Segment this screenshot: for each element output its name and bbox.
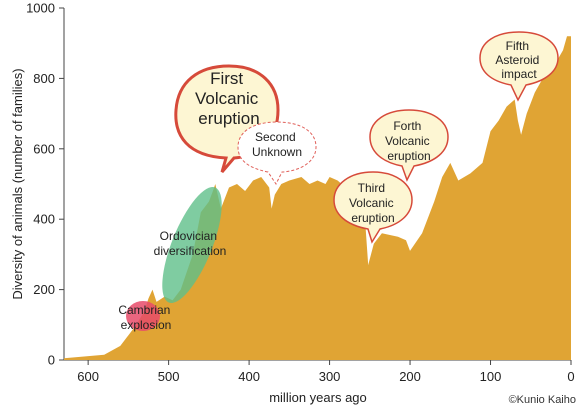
fifth-bubble-shape [479,31,559,102]
second-unknown-bubble: Second Unknown [237,121,317,185]
y-tick-label: 0 [48,353,55,368]
third-label: Third Volcanic eruption [349,181,397,225]
forth-line-2: Volcanic [385,134,430,148]
ordovician-line-1: Ordovician [160,229,217,243]
first-line-1: First [210,69,243,88]
y-tick-label: 200 [33,282,55,297]
second-label: Second Unknown [252,130,302,159]
third-bubble-shape [333,171,413,244]
credit-text: ©Kunio Kaiho [509,394,576,406]
fifth-label: Fifth Asteroid impact [495,39,542,81]
x-tick-label: 200 [399,369,421,384]
ordovician-label: Ordovician diversification [154,229,227,258]
fifth-line-1: Fifth [506,39,529,53]
forth-bubble-shape [369,109,449,182]
forth-label: Forth Volcanic eruption [385,119,433,163]
first-line-2: Volcanic [195,89,259,108]
third-line-3: eruption [351,211,394,225]
y-tick-label: 1000 [26,1,55,16]
third-line-1: Third [358,181,385,195]
ordovician-line-2: diversification [154,244,227,258]
y-tick-label: 800 [33,71,55,86]
cambrian-highlight [126,301,160,331]
fifth-asteroid-bubble: Fifth Asteroid impact [479,31,559,102]
first-line-3: eruption [198,109,259,128]
x-axis-title: million years ago [269,390,367,405]
x-tick-label: 400 [238,369,260,384]
ordovician-highlight [162,187,222,303]
y-tick-label: 400 [33,212,55,227]
cambrian-line-2: explosion [121,318,172,332]
forth-line-1: Forth [393,119,421,133]
x-tick-label: 100 [480,369,502,384]
cambrian-label: Cambrian explosion [118,303,173,332]
y-ticks: 0 200 400 600 800 1000 [26,1,64,368]
fifth-line-2: Asteroid [495,53,539,67]
x-tick-label: 500 [158,369,180,384]
y-axis-title: Diversity of animals (number of families… [10,68,25,299]
x-ticks: 600 500 400 300 200 100 0 [77,360,575,384]
first-label: First Volcanic eruption [195,69,263,128]
second-line-1: Second [255,130,296,144]
x-tick-label: 0 [567,369,574,384]
cambrian-line-1: Cambrian [118,303,170,317]
cambrian-explosion-annotation: Cambrian explosion [118,301,173,332]
x-tick-label: 300 [319,369,341,384]
third-line-2: Volcanic [349,196,394,210]
fifth-line-3: impact [501,67,537,81]
third-volcanic-bubble: Third Volcanic eruption [333,171,413,244]
x-tick-label: 600 [77,369,99,384]
ordovician-annotation: Ordovician diversification [154,187,227,303]
forth-line-3: eruption [387,149,430,163]
forth-volcanic-bubble: Forth Volcanic eruption [369,109,449,182]
second-bubble-shape [237,121,317,185]
y-tick-label: 600 [33,141,55,156]
second-line-2: Unknown [252,145,302,159]
